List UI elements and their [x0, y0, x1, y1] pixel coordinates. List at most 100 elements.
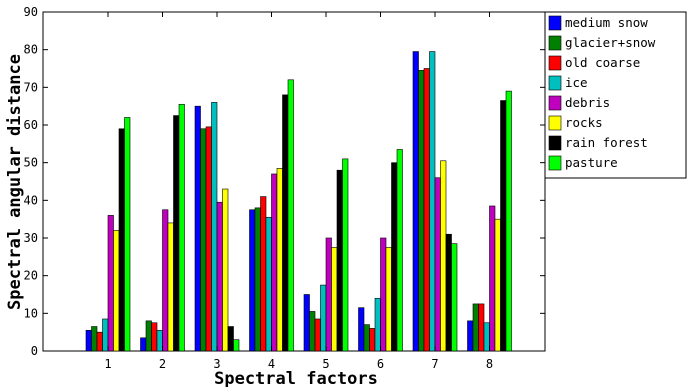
y-tick-label: 80 [24, 43, 38, 57]
bar-glacier-snow-7 [418, 70, 425, 352]
bar-old-coarse-7 [423, 68, 430, 352]
bar-old-coarse-3 [205, 126, 212, 352]
y-tick-label: 90 [24, 5, 38, 19]
bar-glacier-snow-8 [472, 303, 479, 352]
bar-rain-forest-7 [445, 233, 452, 352]
bar-rocks-8 [494, 218, 501, 352]
bar-rocks-3 [222, 188, 229, 352]
bar-medium-snow-7 [412, 51, 419, 352]
legend-label: debris [565, 95, 610, 110]
bar-pasture-3 [233, 339, 240, 352]
legend-swatch [548, 35, 562, 51]
legend-label: medium snow [565, 15, 648, 30]
bar-debris-2 [162, 209, 169, 352]
y-tick-label: 50 [24, 156, 38, 170]
legend-label: ice [565, 75, 588, 90]
bar-old-coarse-2 [151, 322, 158, 352]
bar-old-coarse-5 [314, 318, 321, 352]
bar-rocks-1 [113, 230, 120, 352]
bar-pasture-5 [342, 158, 349, 352]
bar-medium-snow-8 [467, 320, 474, 352]
legend-swatch [548, 95, 562, 111]
bar-medium-snow-6 [358, 307, 365, 352]
bar-pasture-2 [178, 103, 185, 352]
bar-pasture-8 [505, 90, 512, 352]
legend-label: rocks [565, 115, 603, 130]
bar-rain-forest-2 [173, 115, 180, 352]
bar-glacier-snow-5 [309, 311, 316, 352]
bar-ice-1 [102, 318, 109, 352]
bar-debris-4 [271, 173, 278, 352]
bar-pasture-4 [287, 79, 294, 352]
bar-ice-7 [429, 51, 436, 352]
bar-debris-6 [380, 237, 387, 352]
bar-pasture-6 [396, 149, 403, 352]
y-tick-label: 20 [24, 269, 38, 283]
bar-rain-forest-5 [336, 169, 343, 352]
bar-rocks-2 [167, 222, 174, 352]
bar-rocks-4 [276, 168, 283, 352]
bar-glacier-snow-6 [363, 324, 370, 352]
x-tick-label: 2 [159, 357, 166, 371]
legend-label: old coarse [565, 55, 640, 70]
bar-debris-8 [489, 205, 496, 352]
bar-medium-snow-2 [140, 337, 147, 352]
bar-rain-forest-4 [282, 94, 289, 352]
y-tick-label: 30 [24, 231, 38, 245]
bar-pasture-1 [124, 117, 131, 352]
legend-swatch [548, 135, 562, 151]
bar-medium-snow-1 [85, 329, 92, 352]
bar-debris-5 [325, 237, 332, 352]
bar-rain-forest-1 [118, 128, 125, 352]
bar-glacier-snow-1 [91, 326, 98, 352]
legend-label: pasture [565, 155, 618, 170]
legend: medium snow glacier+snow old coarse ice debr… [544, 11, 687, 179]
bar-rocks-7 [440, 160, 447, 352]
legend-label: rain forest [565, 135, 648, 150]
bar-rain-forest-8 [500, 100, 507, 352]
bar-debris-1 [107, 215, 114, 352]
bar-rain-forest-3 [227, 326, 234, 352]
bar-medium-snow-4 [249, 209, 256, 352]
y-tick-label: 70 [24, 80, 38, 94]
bar-ice-5 [320, 284, 327, 352]
bar-medium-snow-3 [194, 105, 201, 352]
bar-rocks-5 [331, 247, 338, 352]
bars-group [85, 51, 512, 352]
legend-swatch [548, 75, 562, 91]
bar-pasture-7 [451, 243, 458, 352]
y-tick-label: 40 [24, 193, 38, 207]
bar-old-coarse-8 [478, 303, 485, 352]
bar-rain-forest-6 [391, 162, 398, 352]
x-tick-label: 4 [268, 357, 275, 371]
bar-ice-6 [374, 297, 381, 352]
bar-glacier-snow-2 [145, 320, 152, 352]
y-axis-title: Spectral angular distance [5, 54, 25, 310]
legend-box [544, 11, 687, 179]
bar-debris-7 [434, 177, 441, 352]
legend-label: glacier+snow [565, 35, 656, 50]
bar-debris-3 [216, 201, 223, 352]
legend-swatch [548, 155, 562, 171]
x-tick-label: 3 [213, 357, 220, 371]
x-tick-label: 7 [431, 357, 438, 371]
legend-swatch [548, 55, 562, 71]
x-tick-label: 8 [486, 357, 493, 371]
bar-ice-2 [156, 329, 163, 352]
bar-rocks-6 [385, 247, 392, 352]
bar-old-coarse-4 [260, 196, 267, 352]
x-axis-ticks: 1 2 3 4 5 6 7 8 [104, 12, 493, 371]
x-axis-title: Spectral factors [214, 369, 378, 387]
x-tick-label: 1 [104, 357, 111, 371]
bar-old-coarse-6 [369, 328, 376, 352]
bar-ice-4 [265, 216, 272, 352]
bar-ice-3 [211, 102, 218, 352]
y-tick-label: 60 [24, 118, 38, 132]
y-axis-ticks: 0 10 20 30 40 50 60 70 80 90 [24, 5, 545, 358]
bar-glacier-snow-4 [254, 207, 261, 352]
x-tick-label: 6 [377, 357, 384, 371]
bar-old-coarse-1 [96, 331, 103, 352]
y-tick-label: 0 [31, 344, 38, 358]
x-tick-label: 5 [322, 357, 329, 371]
